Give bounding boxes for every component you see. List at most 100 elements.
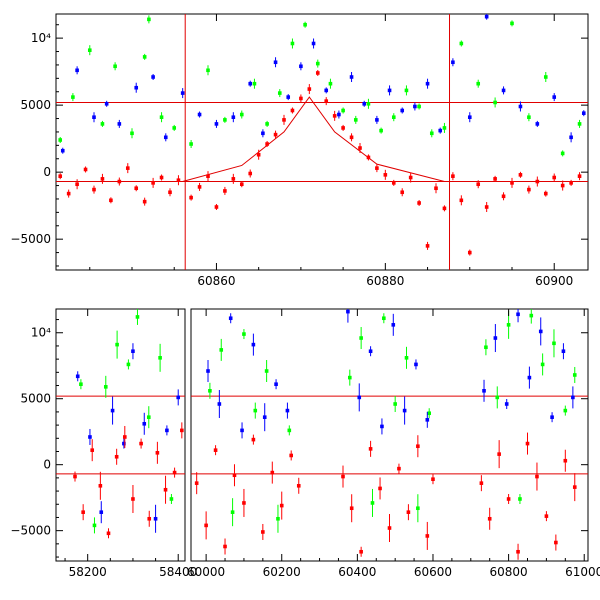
top-blue-point-31 bbox=[501, 88, 506, 93]
bottom-red-point-9 bbox=[147, 516, 152, 521]
top-red-point-14 bbox=[176, 178, 181, 182]
top-green-point-37 bbox=[577, 122, 582, 126]
top-green-point-11 bbox=[206, 68, 210, 73]
bottom-green-point-18 bbox=[359, 336, 363, 340]
top-xtick-label-2: 60900 bbox=[535, 274, 573, 288]
bottom-red-point-19 bbox=[242, 501, 246, 505]
bottom-red-point-33 bbox=[406, 510, 411, 514]
top-red-point-2 bbox=[75, 182, 79, 187]
bottom-red-point-3 bbox=[98, 483, 103, 488]
bottom-xtick-label-1-2: 60400 bbox=[338, 565, 376, 579]
top-blue-point-32 bbox=[518, 104, 523, 109]
top-red-point-7 bbox=[117, 179, 122, 184]
bottom-green-point-5 bbox=[135, 315, 140, 319]
bottom-red-point-12 bbox=[172, 470, 177, 475]
top-red-point-21 bbox=[239, 182, 244, 187]
bottom-red-point-2 bbox=[90, 448, 95, 452]
top-blue-point-13 bbox=[261, 131, 265, 136]
top-green-point-8 bbox=[159, 115, 164, 120]
top-red-point-29 bbox=[307, 87, 312, 91]
bottom-xtick-label-1-1: 60200 bbox=[263, 565, 301, 579]
bottom-blue-point-3 bbox=[110, 408, 115, 413]
top-blue-point-6 bbox=[151, 75, 155, 79]
bottom-green-point-0 bbox=[79, 382, 83, 387]
top-red-point-20 bbox=[231, 177, 236, 181]
bottom-red-point-30 bbox=[378, 486, 382, 491]
bottom-green-point-29 bbox=[529, 313, 534, 318]
top-red-point-42 bbox=[417, 201, 421, 205]
top-red-point-39 bbox=[391, 181, 396, 185]
top-green-point-7 bbox=[147, 17, 151, 22]
bottom-blue-point-23 bbox=[402, 408, 407, 413]
top-blue-point-28 bbox=[451, 60, 455, 65]
top-green-point-0 bbox=[58, 138, 63, 142]
bottom-red-point-35 bbox=[425, 534, 430, 538]
top-series-green bbox=[58, 15, 582, 157]
bottom-panel-frame-right bbox=[190, 308, 589, 562]
top-blue-point-10 bbox=[214, 122, 219, 126]
top-green-point-33 bbox=[510, 21, 514, 26]
bottom-red-point-16 bbox=[213, 448, 218, 452]
top-red-point-45 bbox=[442, 206, 447, 211]
bottom-blue-point-6 bbox=[142, 421, 147, 426]
bottom-red-point-11 bbox=[163, 487, 168, 492]
top-green-point-1 bbox=[71, 95, 75, 99]
bottom-blue-point-33 bbox=[561, 349, 566, 354]
top-red-point-49 bbox=[476, 182, 481, 187]
bottom-red-point-47 bbox=[572, 485, 577, 489]
top-blue-point-11 bbox=[231, 115, 236, 120]
top-blue-point-15 bbox=[286, 95, 291, 99]
top-green-point-3 bbox=[100, 122, 105, 126]
top-green-point-6 bbox=[142, 55, 147, 59]
top-green-point-4 bbox=[113, 64, 117, 69]
bottom-red-point-6 bbox=[123, 435, 127, 439]
top-green-point-34 bbox=[527, 115, 531, 120]
top-red-point-18 bbox=[214, 205, 219, 209]
bottom-blue-point-21 bbox=[380, 424, 384, 429]
top-green-point-9 bbox=[172, 126, 177, 130]
top-red-point-19 bbox=[223, 189, 227, 193]
top-red-point-60 bbox=[569, 181, 573, 185]
top-red-point-31 bbox=[324, 99, 329, 103]
bottom-blue-point-27 bbox=[493, 336, 498, 340]
bottom-green-point-32 bbox=[563, 408, 568, 413]
bottom-green-point-4 bbox=[126, 362, 131, 367]
top-red-point-55 bbox=[527, 187, 531, 192]
bottom-blue-point-10 bbox=[206, 369, 210, 373]
bottom-green-point-16 bbox=[287, 428, 292, 433]
top-green-point-19 bbox=[315, 61, 320, 66]
top-blue-point-0 bbox=[60, 148, 65, 153]
top-red-point-25 bbox=[273, 132, 278, 137]
top-blue-point-29 bbox=[467, 115, 472, 120]
bottom-red-point-4 bbox=[106, 531, 111, 536]
top-ytick-label-2: 5000 bbox=[20, 98, 51, 112]
bottom-blue-point-22 bbox=[391, 323, 396, 327]
top-blue-point-20 bbox=[349, 75, 354, 79]
top-green-point-31 bbox=[476, 81, 481, 86]
bottom-green-point-1 bbox=[92, 523, 97, 528]
bottom-xtick-label-1-3: 60600 bbox=[414, 565, 452, 579]
bottom-red-point-28 bbox=[359, 549, 363, 554]
top-red-point-61 bbox=[577, 174, 582, 178]
top-blue-point-19 bbox=[337, 112, 341, 117]
top-series-red bbox=[58, 69, 582, 256]
top-blue-point-12 bbox=[248, 81, 253, 86]
bottom-red-point-15 bbox=[204, 523, 208, 528]
bottom-red-point-27 bbox=[349, 506, 354, 511]
top-red-point-48 bbox=[467, 250, 472, 255]
top-red-point-34 bbox=[349, 135, 354, 140]
top-red-point-27 bbox=[290, 108, 295, 113]
top-blue-point-26 bbox=[425, 81, 430, 86]
bottom-blue-point-20 bbox=[368, 349, 373, 354]
top-blue-point-34 bbox=[552, 95, 557, 99]
bottom-red-point-37 bbox=[479, 481, 484, 485]
bottom-blue-point-11 bbox=[217, 402, 222, 406]
top-red-point-46 bbox=[451, 174, 455, 178]
bottom-blue-point-1 bbox=[88, 435, 92, 439]
bottom-green-point-15 bbox=[276, 516, 280, 521]
bottom-blue-point-31 bbox=[538, 329, 543, 334]
top-blue-point-35 bbox=[569, 135, 573, 140]
top-red-point-10 bbox=[142, 199, 147, 204]
bottom-blue-point-28 bbox=[504, 402, 509, 406]
bottom-red-point-18 bbox=[232, 473, 237, 478]
